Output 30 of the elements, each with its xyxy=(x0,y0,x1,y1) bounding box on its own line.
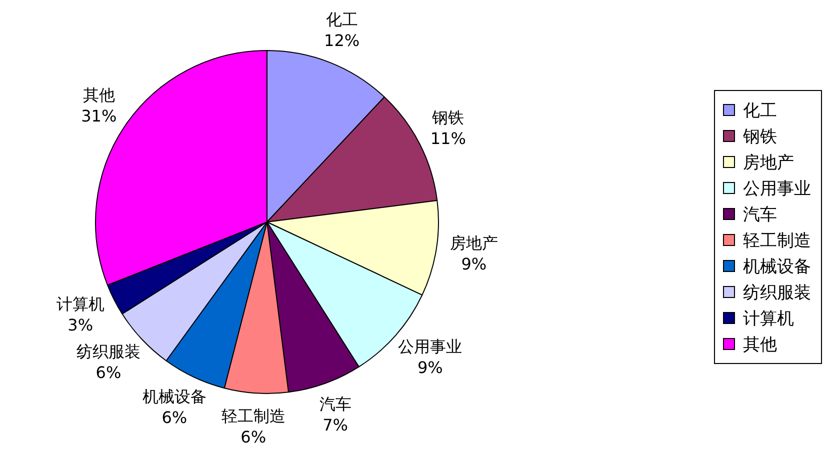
data-label: 6% xyxy=(96,362,122,382)
legend-label: 房地产 xyxy=(743,152,794,174)
data-label: 31% xyxy=(81,106,117,126)
legend-label: 公用事业 xyxy=(743,178,811,200)
slice-label: 纺织服装 xyxy=(76,342,140,361)
slice-label: 钢铁 xyxy=(431,108,464,127)
slice-label: 化工 xyxy=(326,10,358,30)
data-label: 3% xyxy=(68,315,94,334)
data-label: 6% xyxy=(162,408,188,428)
legend-label: 汽车 xyxy=(743,204,777,226)
legend-label: 钢铁 xyxy=(743,126,777,148)
legend-label: 化工 xyxy=(743,100,777,122)
slice-label: 机械设备 xyxy=(142,387,206,406)
slice-label: 计算机 xyxy=(56,294,104,314)
data-label: 12% xyxy=(324,31,360,50)
legend-label: 纺织服装 xyxy=(743,282,811,304)
slice-label: 房地产 xyxy=(450,233,498,252)
legend-label: 计算机 xyxy=(743,308,794,330)
legend-label: 机械设备 xyxy=(743,256,811,278)
legend-label: 轻工制造 xyxy=(743,230,811,252)
slice-label: 其他 xyxy=(82,86,115,105)
slice-label: 汽车 xyxy=(319,394,352,414)
slice-label: 公用事业 xyxy=(398,337,462,356)
legend-label: 其他 xyxy=(743,334,777,356)
data-label: 6% xyxy=(240,427,266,446)
data-label: 7% xyxy=(322,416,348,435)
data-label: 11% xyxy=(430,128,466,148)
data-label: 9% xyxy=(461,254,487,274)
data-label: 9% xyxy=(417,358,443,378)
slice-label: 轻工制造 xyxy=(221,406,286,426)
